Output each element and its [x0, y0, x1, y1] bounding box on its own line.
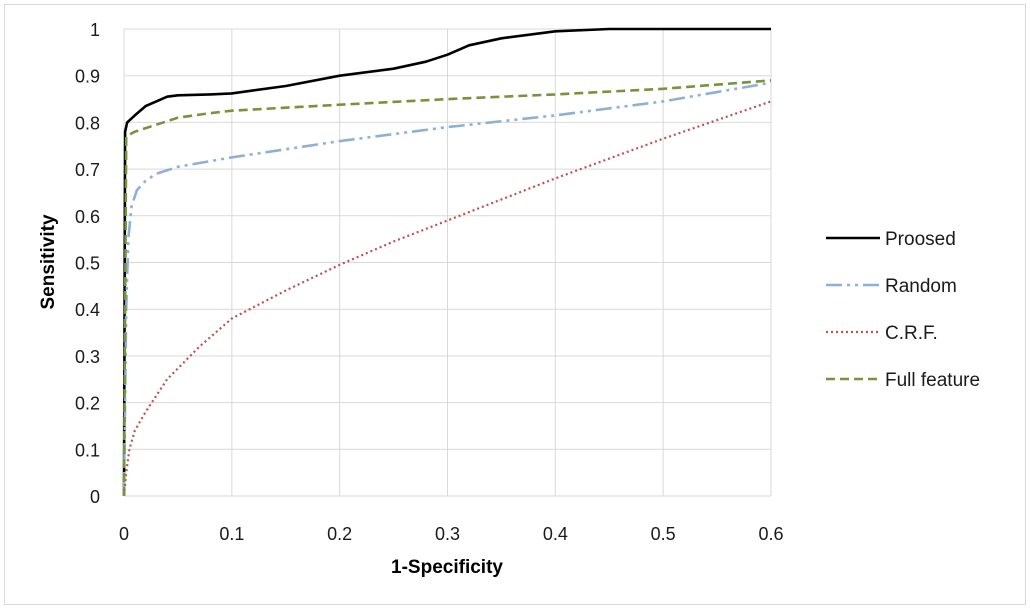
y-tick-label: 0.7	[75, 160, 100, 180]
grid-lines	[124, 28, 772, 496]
legend-label-random: Random	[885, 276, 957, 297]
legend-label-c-r-f: C.R.F.	[885, 323, 938, 344]
y-tick-label: 0.5	[75, 254, 100, 274]
tick-labels: 0 0.1 0.2 0.3 0.4 0.5 0.6 0 0.1 0.2 0.3 0.4 0.5 0.6 0.…	[75, 20, 784, 544]
legend-label-proosed: Proosed	[885, 229, 956, 250]
series-line-proosed	[122, 27, 771, 497]
y-tick-label: 0.8	[75, 113, 100, 133]
x-tick-label: 0.5	[651, 524, 676, 544]
y-tick-label: 0.6	[75, 207, 100, 227]
x-tick-label: 0.1	[219, 524, 244, 544]
x-tick-label: 0.4	[543, 524, 568, 544]
x-tick-label: 0.3	[435, 524, 460, 544]
x-axis-title: 1-Specificity	[391, 557, 503, 578]
x-tick-label: 0.2	[327, 524, 352, 544]
legend: Proosed Random C.R.F. Full feature	[826, 229, 980, 391]
series-line-full-feature	[122, 79, 772, 497]
series-line-c-r-f	[122, 100, 772, 497]
y-tick-label: 0.9	[75, 67, 100, 87]
x-tick-label: 0.6	[758, 524, 783, 544]
y-tick-label: 0.4	[75, 300, 100, 320]
y-tick-label: 0.2	[75, 394, 100, 414]
y-tick-label: 0.1	[75, 440, 100, 460]
series-lines	[122, 27, 772, 497]
legend-label-full-feature: Full feature	[885, 370, 980, 391]
y-tick-label: 0.3	[75, 347, 100, 367]
y-tick-label: 1	[90, 20, 100, 40]
x-tick-label: 0	[119, 524, 129, 544]
chart-frame	[4, 4, 1026, 605]
y-axis-title: Sensitivity	[38, 214, 59, 309]
series-line-random	[122, 81, 772, 497]
y-tick-label: 0	[90, 487, 100, 507]
